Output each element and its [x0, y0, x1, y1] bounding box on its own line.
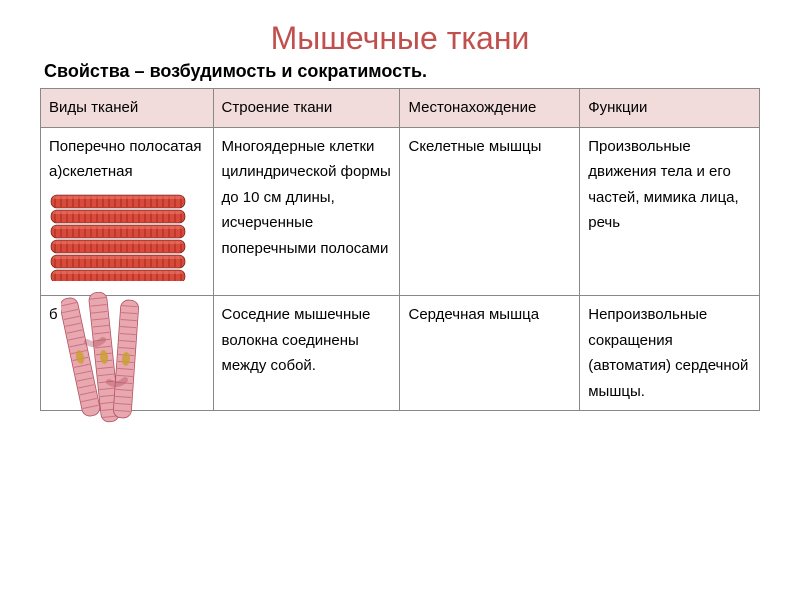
- cell-location: Скелетные мышцы: [400, 127, 580, 296]
- table-row: б Соседние мышечные волокна соединены ме…: [41, 296, 760, 411]
- table-body: Поперечно полосатая а)скелетная Многояде…: [41, 127, 760, 411]
- table-header: Местонахождение: [400, 89, 580, 128]
- cell-function: Непроизвольные сокращения (автоматия) се…: [580, 296, 760, 411]
- table-header: Функции: [580, 89, 760, 128]
- skeletal-muscle-icon: [49, 191, 205, 290]
- cell-structure: Соседние мышечные волокна соединены межд…: [213, 296, 400, 411]
- cell-location: Сердечная мышца: [400, 296, 580, 411]
- table-header-row: Виды тканей Строение ткани Местонахожден…: [41, 89, 760, 128]
- cell-tissue-type: Поперечно полосатая а)скелетная: [41, 127, 214, 296]
- cell-tissue-type: б: [41, 296, 214, 411]
- tissue-table: Виды тканей Строение ткани Местонахожден…: [40, 88, 760, 411]
- tissue-type-label: б: [49, 306, 58, 323]
- cell-structure: Многоядерные клетки цилиндрической формы…: [213, 127, 400, 296]
- cell-function: Произвольные движения тела и его частей,…: [580, 127, 760, 296]
- page-subtitle: Свойства – возбудимость и сократимость.: [44, 61, 760, 82]
- page-title: Мышечные ткани: [40, 20, 760, 57]
- table-row: Поперечно полосатая а)скелетная Многояде…: [41, 127, 760, 296]
- cardiac-muscle-icon: [61, 292, 151, 441]
- table-header: Виды тканей: [41, 89, 214, 128]
- tissue-type-label: Поперечно полосатая а)скелетная: [49, 138, 201, 181]
- table-header: Строение ткани: [213, 89, 400, 128]
